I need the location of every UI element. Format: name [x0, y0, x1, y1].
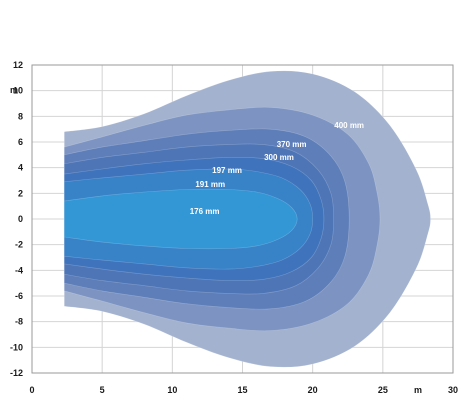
zone-label-300-mm: 300 mm	[264, 153, 294, 162]
zone-label-600-mm: 600 mm	[383, 102, 413, 111]
y-tick-label: 10	[13, 86, 23, 96]
x-tick-label: 30	[448, 385, 458, 395]
zone-label-191-mm: 191 mm	[195, 180, 225, 189]
y-tick-label: 0	[18, 214, 23, 224]
zone-176-mm	[64, 188, 298, 250]
y-tick-label: -2	[15, 240, 23, 250]
zone-label-400-mm: 400 mm	[334, 121, 364, 130]
y-tick-label: -12	[10, 368, 23, 378]
y-tick-label: -6	[15, 291, 23, 301]
x-axis-unit: m	[414, 385, 422, 395]
beam-zones	[64, 70, 431, 368]
x-tick-label: 20	[308, 385, 318, 395]
x-tick-label: 10	[167, 385, 177, 395]
zone-labels: 600 mm 400 mm 370 mm 300 mm 197 mm 191 mm 176 …	[190, 102, 413, 216]
zone-label-370-mm: 370 mm	[277, 140, 307, 149]
y-tick-label: -10	[10, 342, 23, 352]
y-axis-unit: m	[10, 85, 18, 95]
x-tick-label: 0	[29, 385, 34, 395]
zone-label-176-mm: 176 mm	[190, 207, 220, 216]
y-tick-label: 6	[18, 137, 23, 147]
y-tick-label: 12	[13, 60, 23, 70]
zone-label-197-mm: 197 mm	[212, 166, 242, 175]
y-tick-labels: 12 10 8 6 4 2 0 -2 -4 -6 -8 -10 -12	[10, 60, 23, 378]
plot-frame	[31, 64, 454, 374]
y-tick-label: 2	[18, 188, 23, 198]
x-tick-label: 25	[378, 385, 388, 395]
y-tick-label: -8	[15, 317, 23, 327]
x-tick-label: 5	[100, 385, 105, 395]
y-tick-label: -4	[15, 265, 23, 275]
x-tick-label: 15	[237, 385, 247, 395]
y-tick-label: 4	[18, 163, 23, 173]
y-tick-label: 8	[18, 111, 23, 121]
x-tick-labels: 0 5 10 15 20 25 30	[29, 385, 458, 395]
